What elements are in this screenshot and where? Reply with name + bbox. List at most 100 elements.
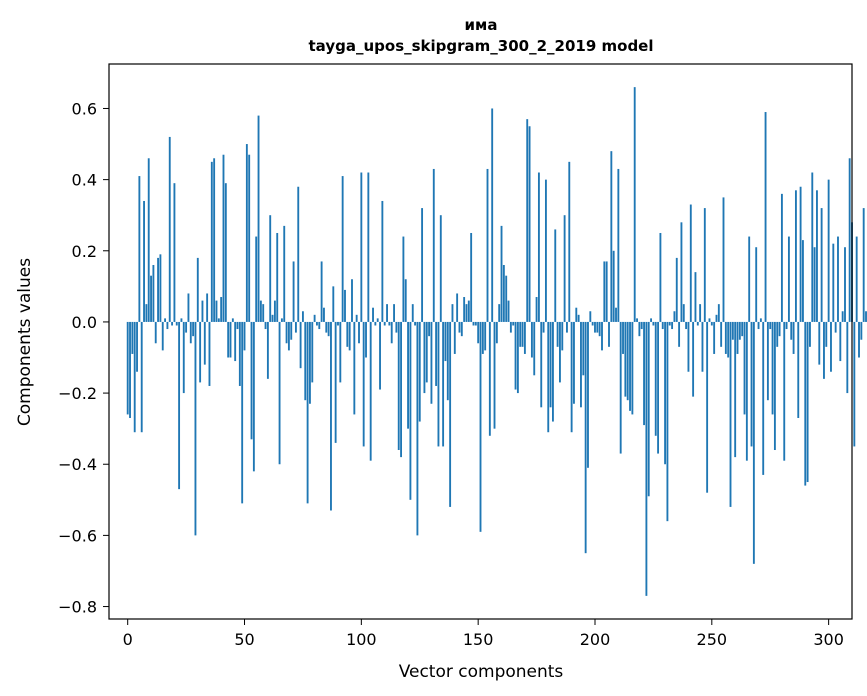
bar-167 [516,321,519,394]
bar-184 [556,321,559,347]
bar-141 [456,293,459,322]
bar-56 [257,115,260,322]
bar-223 [647,321,650,497]
bar-296 [818,321,821,365]
bar-220 [640,321,643,330]
bar-115 [395,321,398,333]
bar-287 [797,321,800,418]
bar-210 [617,168,620,322]
bar-248 [706,321,709,493]
bar-257 [727,321,730,358]
bar-39 [217,318,220,322]
bar-73 [297,186,300,322]
bar-135 [442,321,445,447]
bar-243 [694,272,697,322]
y-tick-label: −0.6 [58,526,97,545]
bar-295 [816,190,818,322]
bar-175 [535,297,538,322]
bar-105 [372,307,374,322]
bar-188 [566,321,568,333]
bar-140 [453,321,456,354]
bar-132 [435,321,438,386]
bar-91 [339,321,342,383]
bar-191 [573,321,575,404]
bar-217 [633,87,636,322]
bar-302 [832,243,835,322]
bar-76 [304,321,307,401]
bar-293 [811,172,814,322]
bar-273 [764,112,767,322]
bar-267 [750,321,753,447]
bar-251 [713,321,716,354]
bar-51 [245,144,248,322]
bar-236 [678,321,681,347]
bar-93 [344,289,346,322]
bar-66 [280,318,283,322]
y-tick-label: 0.4 [72,171,97,190]
bar-65 [278,321,281,465]
bar-42 [224,183,227,322]
bar-279 [778,321,781,337]
bar-120 [407,321,409,429]
bar-52 [248,154,251,322]
bar-312 [855,236,858,322]
bar-233 [671,321,674,330]
bar-178 [542,321,545,333]
bar-138 [449,321,452,507]
bar-131 [432,168,435,322]
bar-163 [507,300,510,322]
y-tick-label: 0.2 [72,242,97,261]
bar-294 [813,247,816,322]
bar-156 [491,108,494,322]
bar-185 [559,321,561,383]
bar-226 [654,321,657,436]
bar-239 [685,321,688,330]
bar-207 [610,151,613,322]
bar-108 [379,321,381,390]
bar-174 [533,321,536,376]
bar-241 [689,204,692,322]
bars-group [126,87,867,596]
bar-165 [512,321,515,326]
bar-274 [766,321,769,401]
bar-225 [652,321,655,326]
bar-21 [175,321,178,326]
bar-95 [348,321,351,351]
bar-121 [409,321,412,500]
bar-59 [264,321,267,330]
bar-53 [250,321,253,440]
bar-158 [495,321,498,344]
bar-292 [809,321,811,347]
bar-79 [311,321,314,383]
bar-170 [523,321,526,354]
bar-23 [180,318,183,322]
bar-103 [367,172,370,322]
bar-89 [334,321,337,443]
bar-55 [255,236,258,322]
bar-1 [129,321,131,418]
bar-17 [166,321,169,330]
bar-36 [210,161,213,322]
bar-44 [229,321,232,358]
bar-235 [675,257,678,322]
x-tick-label: 0 [123,630,133,649]
bar-14 [159,254,162,322]
chart-title-line2: tayga_upos_skipgram_300_2_2019 model [309,37,654,55]
bar-263 [741,321,744,337]
bar-72 [294,321,297,333]
bar-128 [425,321,428,383]
bar-245 [699,304,702,322]
bar-57 [259,300,262,322]
bar-137 [446,321,449,401]
bar-219 [638,321,641,337]
bar-213 [624,321,627,397]
bar-232 [668,321,671,326]
bar-301 [830,321,832,372]
bar-63 [273,300,276,322]
bar-218 [636,318,638,322]
bar-285 [792,321,795,354]
bar-224 [650,318,652,322]
bar-182 [552,321,554,422]
bar-309 [848,158,851,322]
